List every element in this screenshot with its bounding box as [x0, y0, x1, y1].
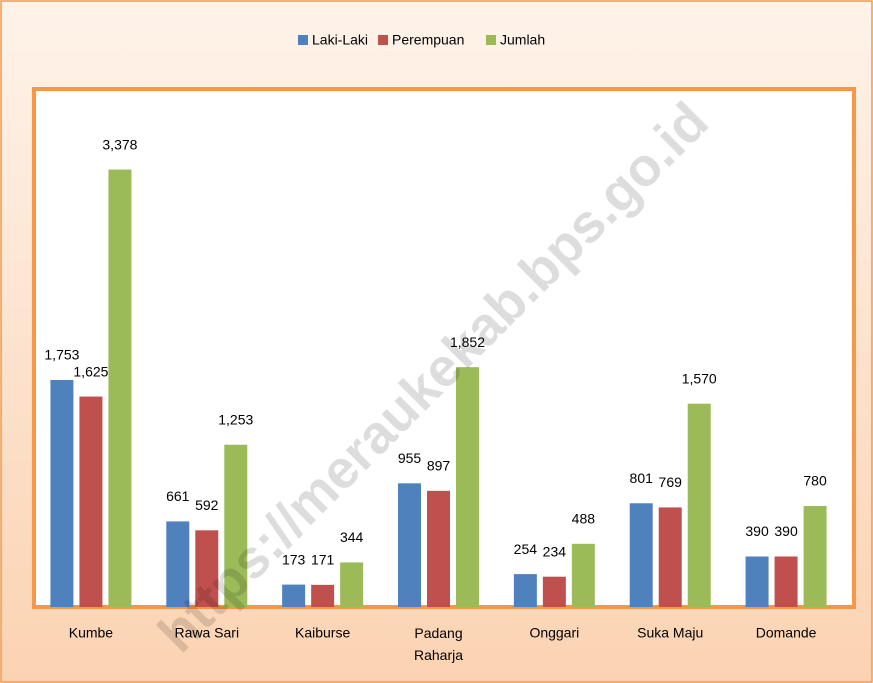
legend-swatch	[298, 35, 308, 45]
bar	[427, 490, 450, 607]
bar	[456, 367, 479, 607]
bar	[687, 403, 711, 607]
bar	[803, 505, 827, 607]
data-label: 344	[340, 529, 364, 545]
data-label: 1,570	[682, 370, 717, 386]
bar	[50, 379, 74, 607]
data-label: 801	[630, 470, 654, 486]
bar	[745, 556, 769, 607]
x-tick-label: Domande	[756, 625, 817, 641]
bar	[542, 576, 566, 607]
legend-swatch	[486, 35, 496, 45]
legend-label: Jumlah	[500, 32, 545, 48]
bar	[398, 483, 421, 607]
data-label: 173	[282, 551, 306, 567]
bar	[108, 169, 132, 607]
x-tick-label: Kumbe	[69, 625, 114, 641]
bar	[658, 507, 682, 607]
bar	[311, 584, 335, 607]
data-label: 1,625	[73, 363, 108, 379]
bar	[774, 556, 798, 607]
bar	[166, 521, 190, 607]
data-label: 780	[803, 473, 827, 489]
bar	[282, 584, 306, 607]
bar	[224, 444, 248, 607]
x-tick-label: Onggari	[529, 625, 579, 641]
data-label: 955	[398, 450, 422, 466]
x-tick-label: Padang Raharja	[414, 625, 463, 663]
data-label: 234	[543, 543, 567, 559]
data-label: 3,378	[102, 136, 137, 152]
data-label: 488	[572, 511, 596, 527]
bar	[195, 530, 219, 607]
data-label: 769	[659, 474, 683, 490]
data-label: 592	[195, 497, 219, 513]
bar	[513, 574, 537, 607]
x-tick-label: Kaiburse	[295, 625, 350, 641]
data-label: 390	[774, 523, 798, 539]
data-label: 254	[514, 541, 538, 557]
data-label: 1,852	[450, 334, 485, 350]
bar	[340, 562, 364, 607]
legend-label: Laki-Laki	[312, 32, 368, 48]
x-tick-label: Rawa Sari	[174, 625, 239, 641]
data-label: 390	[745, 523, 769, 539]
data-label: 171	[311, 552, 335, 568]
x-tick-label: Suka Maju	[637, 625, 703, 641]
bar	[79, 396, 103, 607]
data-label: 1,253	[218, 411, 253, 427]
legend-swatch	[378, 35, 388, 45]
data-label: 661	[166, 488, 190, 504]
bar	[629, 503, 653, 607]
data-label: 897	[427, 458, 451, 474]
legend-label: Perempuan	[392, 32, 464, 48]
bar	[571, 543, 595, 607]
data-label: 1,753	[44, 347, 79, 363]
